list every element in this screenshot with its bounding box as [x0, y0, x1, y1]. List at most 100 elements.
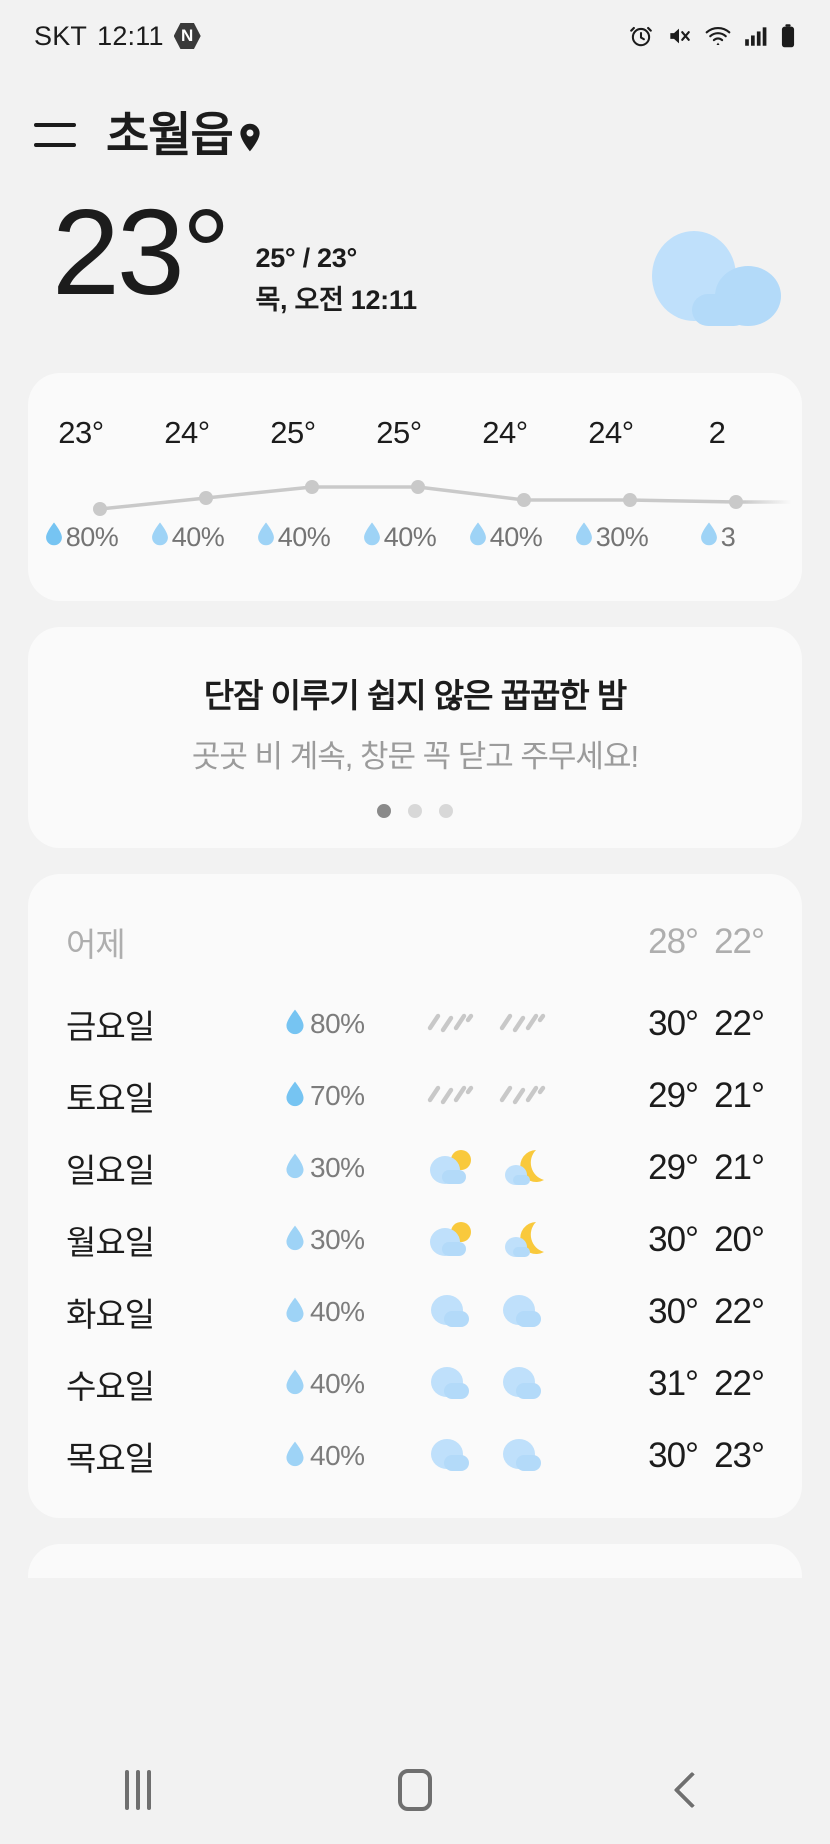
recents-button[interactable] — [68, 1736, 208, 1844]
table-row[interactable]: 토요일 70% 29° 21° — [28, 1060, 802, 1132]
table-row[interactable]: 목요일 40% 30° 23° — [28, 1420, 802, 1492]
day-label: 화요일 — [66, 1296, 155, 1334]
current-conditions: 23° 25° / 23° 목, 오전 12:11 — [0, 162, 830, 339]
alarm-icon — [628, 23, 654, 49]
day-precip-value: 80% — [310, 1008, 365, 1040]
day-precip: 70% — [284, 1080, 416, 1113]
day-low: 23° — [714, 1436, 765, 1476]
pager-dot-2[interactable] — [408, 804, 422, 819]
partly-cloudy-night-icon — [488, 1146, 560, 1190]
next-card-peek[interactable] — [28, 1544, 802, 1579]
wifi-icon — [704, 23, 732, 49]
day-precip: 80% — [284, 1008, 416, 1041]
day-precip-value: 40% — [310, 1296, 365, 1328]
day-label: 어제 — [66, 926, 126, 964]
day-precip-value: 30% — [310, 1152, 365, 1184]
signal-icon — [744, 23, 768, 49]
hourly-precip: 40% — [346, 521, 452, 554]
hourly-precip-value: 3 — [720, 522, 736, 553]
current-high-low: 25° / 23° — [255, 243, 358, 274]
table-row[interactable]: 일요일 30% 29° 21° — [28, 1132, 802, 1204]
pager-dot-3[interactable] — [439, 804, 453, 819]
day-high: 29° — [648, 1148, 699, 1188]
hourly-item[interactable]: 24° 40% — [134, 373, 240, 601]
hourly-precip: 40% — [452, 521, 558, 554]
water-drop-icon — [574, 521, 594, 554]
daily-forecast-card[interactable]: 어제 28° 22° 금요일 80% 30° 22° — [28, 874, 802, 1519]
day-temps: 28° 22° — [648, 922, 765, 962]
day-precip: 30% — [284, 1152, 416, 1185]
hourly-temp: 25° — [270, 415, 316, 451]
hourly-precip-value: 30% — [595, 522, 649, 553]
status-bar: SKT 12:11 N — [0, 0, 830, 72]
rain-icon — [416, 1004, 488, 1044]
day-precip: 40% — [284, 1368, 416, 1401]
day-temps: 30° 22° — [648, 1004, 765, 1044]
hamburger-icon[interactable] — [34, 119, 76, 151]
home-icon — [397, 1769, 432, 1811]
water-drop-icon — [150, 521, 170, 554]
day-precip-value: 70% — [310, 1080, 365, 1112]
water-drop-icon — [699, 521, 719, 554]
location-button[interactable]: 초월읍 — [106, 108, 263, 162]
hourly-precip-value: 80% — [65, 522, 119, 553]
partly-cloudy-night-icon — [488, 1218, 560, 1262]
location-pin-icon — [237, 122, 263, 161]
day-temps: 30° 23° — [648, 1436, 765, 1476]
day-label: 금요일 — [66, 1008, 155, 1046]
day-precip-value: 40% — [310, 1368, 365, 1400]
table-row[interactable]: 월요일 30% 30° 20° — [28, 1204, 802, 1276]
status-time: 12:11 — [97, 20, 164, 51]
water-drop-icon — [284, 1152, 306, 1185]
battery-icon — [780, 23, 796, 49]
day-temps: 30° 22° — [648, 1292, 765, 1332]
hourly-precip: 3 — [664, 521, 770, 554]
day-temps: 30° 20° — [648, 1220, 765, 1260]
table-row[interactable]: 화요일 40% 30° 22° — [28, 1276, 802, 1348]
cloudy-icon — [630, 224, 790, 339]
day-temps: 31° 22° — [648, 1364, 765, 1404]
cloudy-icon — [416, 1362, 488, 1406]
hourly-precip-value: 40% — [171, 522, 225, 553]
water-drop-icon — [284, 1368, 306, 1401]
day-precip-value: 40% — [310, 1440, 365, 1472]
day-precip-value: 30% — [310, 1224, 365, 1256]
hourly-item[interactable]: 2 3 — [664, 373, 770, 601]
day-label: 월요일 — [66, 1224, 155, 1262]
day-label: 일요일 — [66, 1152, 155, 1190]
status-bar-left: SKT 12:11 N — [34, 21, 201, 52]
cloudy-icon — [416, 1290, 488, 1334]
rain-icon — [416, 1076, 488, 1116]
hourly-item[interactable]: 25° 40% — [346, 373, 452, 601]
tip-subtitle: 곳곳 비 계속, 창문 꼭 닫고 주무세요! — [191, 739, 639, 775]
hourly-item[interactable]: 23° 80% — [28, 373, 134, 601]
day-temps: 29° 21° — [648, 1148, 765, 1188]
rain-icon — [488, 1004, 560, 1044]
hourly-list[interactable]: 23° 80% 24° 40% 25° 40% — [28, 373, 802, 601]
hourly-forecast-card[interactable]: 23° 80% 24° 40% 25° 40% — [28, 373, 802, 602]
day-high: 31° — [648, 1364, 699, 1404]
back-button[interactable] — [622, 1736, 762, 1844]
table-row[interactable]: 금요일 80% 30° 22° — [28, 988, 802, 1060]
day-high: 28° — [648, 922, 699, 962]
page-title: 초월읍 — [106, 108, 234, 161]
hourly-temp: 24° — [588, 415, 634, 451]
water-drop-icon — [468, 521, 488, 554]
day-low: 22° — [714, 1364, 765, 1404]
hourly-item[interactable]: 24° 30% — [558, 373, 664, 601]
day-precip: 30% — [284, 1224, 416, 1257]
day-temps: 29° 21° — [648, 1076, 765, 1116]
pager-dot-1[interactable] — [377, 804, 391, 819]
weather-tip-card[interactable]: 단잠 이루기 쉽지 않은 꿉꿉한 밤 곳곳 비 계속, 창문 꼭 닫고 주무세요… — [28, 627, 802, 849]
app-header: 초월읍 — [0, 72, 830, 162]
day-precip: 40% — [284, 1296, 416, 1329]
home-button[interactable] — [345, 1736, 485, 1844]
hourly-precip-value: 40% — [489, 522, 543, 553]
hourly-item[interactable]: 24° 40% — [452, 373, 558, 601]
tip-pager[interactable] — [58, 804, 772, 819]
table-row[interactable]: 수요일 40% 31° 22° — [28, 1348, 802, 1420]
hourly-item[interactable]: 25° 40% — [240, 373, 346, 601]
day-low: 22° — [714, 1292, 765, 1332]
recents-icon — [125, 1770, 152, 1810]
